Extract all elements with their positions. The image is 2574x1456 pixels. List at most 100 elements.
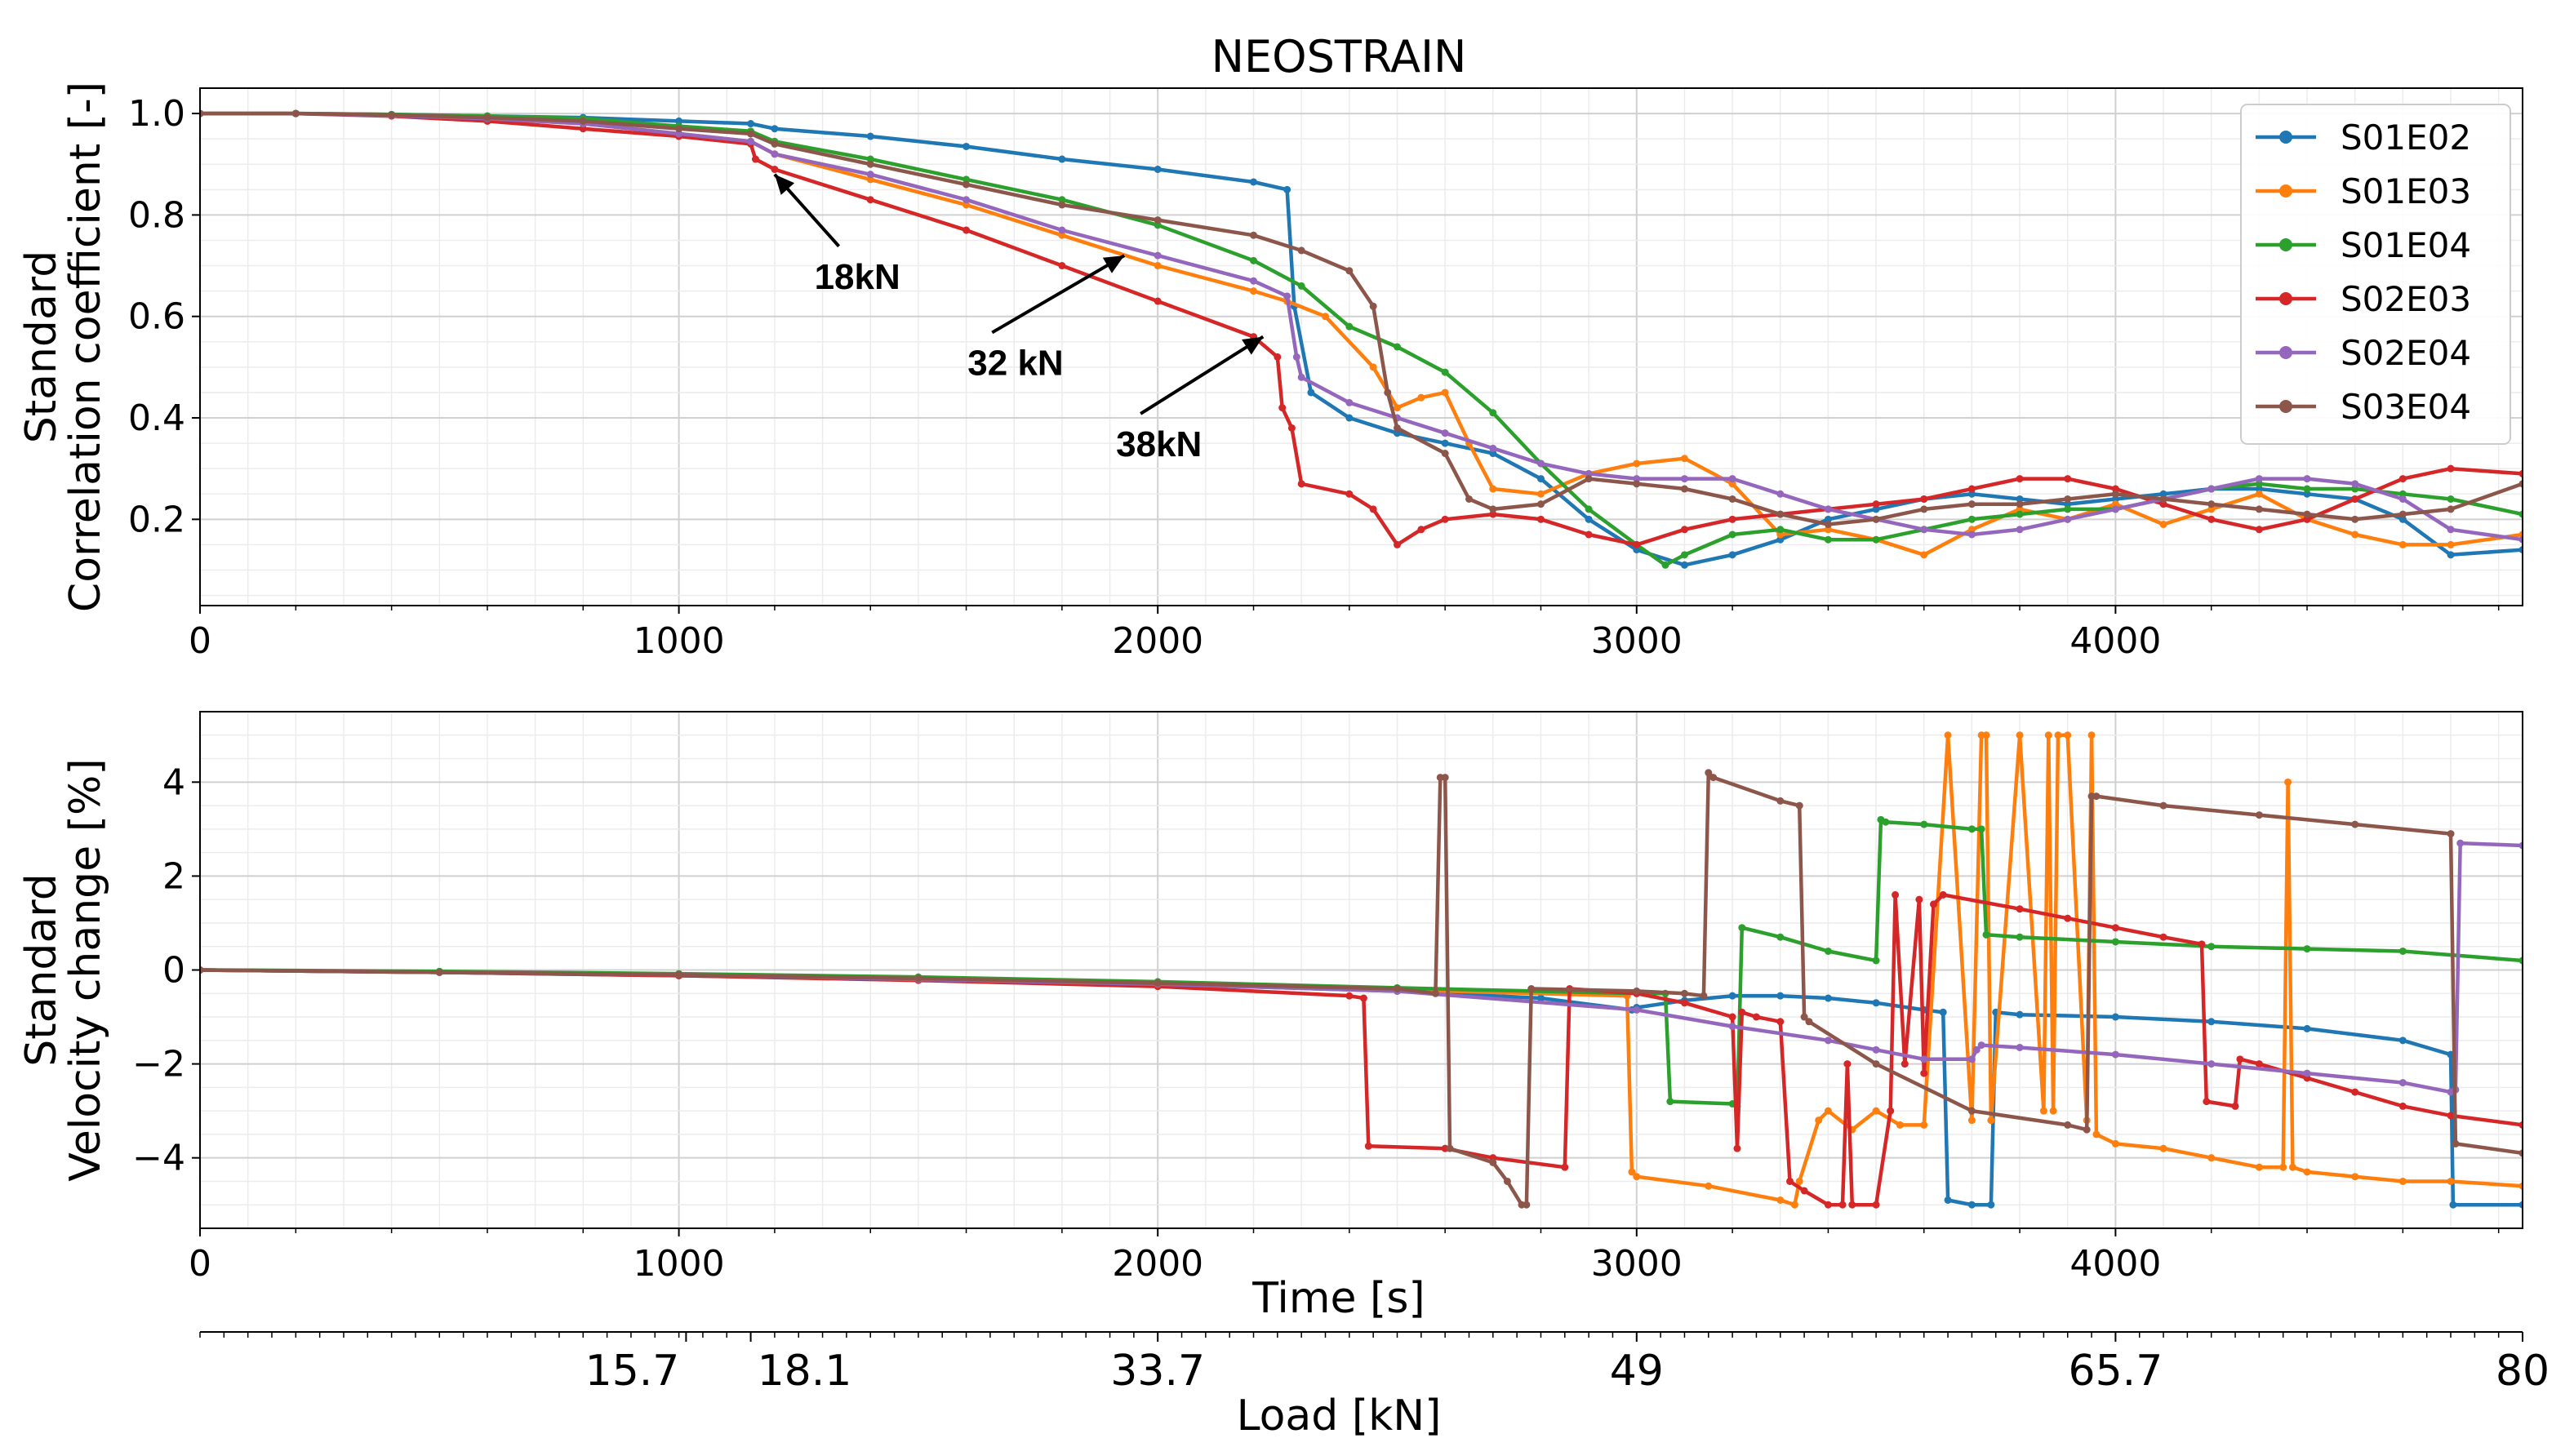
data-point-s03e04 xyxy=(747,130,755,138)
data-point-s02e03 xyxy=(1915,895,1923,903)
data-point-s01e04 xyxy=(1872,535,1880,544)
data-point-s02e04 xyxy=(1680,475,1688,483)
data-point-s01e03 xyxy=(2351,530,2359,539)
y-axis-label-line1: Standard xyxy=(17,873,66,1067)
data-point-s01e03 xyxy=(1987,1116,1995,1125)
x-tick-label: 0 xyxy=(189,620,211,662)
data-point-s03e04 xyxy=(435,968,443,976)
data-point-s01e03 xyxy=(1896,1121,1904,1129)
data-point-s02e04 xyxy=(1977,1041,1985,1050)
data-point-s01e02 xyxy=(2518,546,2523,554)
data-point-s01e03 xyxy=(1633,1173,1641,1181)
data-point-s02e03 xyxy=(1920,495,1928,503)
data-point-s02e04 xyxy=(747,137,755,145)
data-point-s01e04 xyxy=(1882,818,1890,826)
data-point-s01e03 xyxy=(1872,1107,1880,1115)
data-point-s01e04 xyxy=(1824,535,1832,544)
data-point-s02e03 xyxy=(2111,485,2119,493)
data-point-s03e04 xyxy=(1431,989,1439,997)
data-point-s01e02 xyxy=(1967,1201,1976,1209)
data-point-s02e03 xyxy=(1680,999,1688,1007)
data-point-s02e03 xyxy=(771,165,779,173)
data-point-s02e04 xyxy=(1154,251,1162,260)
series-line-s03e04 xyxy=(200,111,2523,526)
data-point-s01e04 xyxy=(1441,368,1449,376)
data-point-s03e04 xyxy=(1776,510,1785,518)
data-point-s01e03 xyxy=(1250,287,1258,295)
data-point-s01e02 xyxy=(866,132,874,140)
data-point-s01e04 xyxy=(866,155,874,163)
data-point-s02e04 xyxy=(2111,1050,2119,1059)
legend-marker xyxy=(2279,292,2292,305)
data-point-s01e03 xyxy=(1967,526,1976,534)
data-point-s03e04 xyxy=(2351,820,2359,828)
data-point-s01e02 xyxy=(2447,551,2455,559)
data-point-s02e03 xyxy=(1939,890,1947,899)
data-point-s02e04 xyxy=(962,196,971,204)
data-point-s01e02 xyxy=(2111,495,2119,503)
chart-title: NEOSTRAIN xyxy=(1211,31,1467,82)
load-axis: 15.7 18.1 33.7 49 65.7 80 xyxy=(199,1331,2550,1396)
data-point-s01e03 xyxy=(2159,521,2167,529)
data-point-s01e03 xyxy=(2044,731,2052,739)
data-point-s01e04 xyxy=(1297,282,1305,290)
data-point-s02e03 xyxy=(2398,475,2407,483)
data-point-s02e03 xyxy=(1585,530,1593,539)
data-point-s03e04 xyxy=(1446,1144,1454,1152)
data-point-s01e03 xyxy=(1795,1177,1803,1185)
data-point-s01e04 xyxy=(1982,930,1990,939)
data-point-s01e04 xyxy=(1489,409,1497,417)
data-point-s02e04 xyxy=(1585,469,1593,477)
data-point-s02e04 xyxy=(675,130,683,138)
data-point-s02e03 xyxy=(1058,262,1066,270)
data-point-s03e04 xyxy=(1345,267,1354,275)
data-point-s03e04 xyxy=(1441,774,1449,782)
data-point-s02e04 xyxy=(2207,1060,2216,1068)
data-point-s02e03 xyxy=(2303,515,2311,523)
annotation-arrowhead xyxy=(1102,255,1125,273)
data-point-s01e04 xyxy=(1250,256,1258,264)
data-point-s02e03 xyxy=(2016,475,2024,483)
data-point-s02e04 xyxy=(1633,1005,1641,1014)
data-point-s01e03 xyxy=(2447,1177,2455,1185)
data-point-s01e02 xyxy=(962,142,971,150)
data-point-s01e02 xyxy=(1824,994,1832,1002)
data-point-s03e04 xyxy=(1393,985,1401,993)
data-point-s02e04 xyxy=(1536,459,1545,468)
data-point-s03e04 xyxy=(2016,500,2024,508)
x-tick-label: 1000 xyxy=(633,1243,725,1285)
data-point-s01e03 xyxy=(2064,731,2072,739)
data-point-s01e02 xyxy=(1939,1008,1947,1016)
data-point-s03e04 xyxy=(1393,424,1401,432)
data-point-s02e04 xyxy=(2303,1069,2311,1077)
data-point-s01e04 xyxy=(1393,343,1401,351)
y-tick-label: −2 xyxy=(132,1044,185,1085)
data-point-s01e04 xyxy=(1920,820,1928,828)
data-point-s03e04 xyxy=(675,970,683,979)
data-point-s01e03 xyxy=(2284,778,2292,786)
data-point-s02e03 xyxy=(2231,1102,2239,1110)
data-point-s01e02 xyxy=(1154,165,1162,173)
data-point-s02e04 xyxy=(1920,526,1928,534)
legend-entry-s01e03: S01E03 xyxy=(2341,171,2471,211)
data-point-s01e04 xyxy=(1776,933,1785,941)
data-point-s01e04 xyxy=(1738,924,1746,932)
data-point-s02e04 xyxy=(1058,226,1066,234)
data-point-s02e03 xyxy=(2447,1112,2455,1120)
data-point-s01e03 xyxy=(1776,1196,1785,1204)
data-point-s02e03 xyxy=(1369,505,1377,513)
data-point-s02e03 xyxy=(2398,1102,2407,1110)
data-point-s02e03 xyxy=(1786,1177,1794,1185)
data-point-s03e04 xyxy=(914,974,922,983)
data-point-s01e02 xyxy=(1680,561,1688,569)
annotation-label: 32 kN xyxy=(967,343,1063,383)
data-point-s01e03 xyxy=(2016,505,2024,513)
data-point-s02e04 xyxy=(2111,505,2119,513)
data-point-s01e02 xyxy=(1824,515,1832,523)
data-point-s02e03 xyxy=(1345,992,1354,1000)
data-point-s03e04 xyxy=(2159,495,2167,503)
data-point-s03e04 xyxy=(771,140,779,148)
data-point-s02e03 xyxy=(2016,905,2024,913)
data-point-s02e03 xyxy=(2518,1121,2523,1129)
x-tick-label: 0 xyxy=(189,1243,211,1285)
